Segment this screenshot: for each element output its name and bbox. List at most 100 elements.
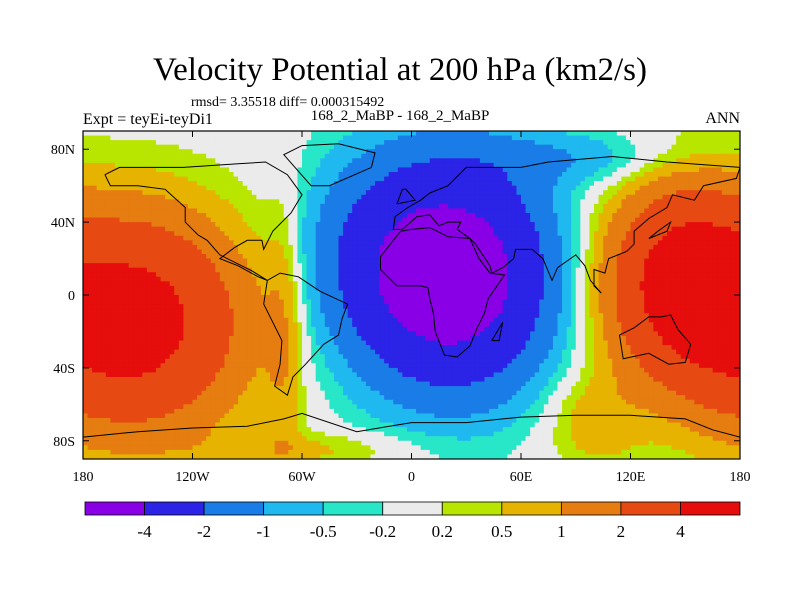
field-cell [315,140,321,146]
field-cell [735,140,740,146]
field-cell [726,244,732,251]
field-cell [215,267,221,273]
field-cell [279,131,285,137]
field-cell [247,258,253,264]
field-cell [151,244,157,251]
field-cell [352,231,358,237]
field-cell [393,276,399,282]
field-cell [685,222,691,228]
field-cell [101,131,107,137]
field-cell [552,272,559,278]
field-cell [502,153,508,159]
field-cell [443,149,449,155]
field-cell [521,263,527,269]
field-cell [201,217,207,223]
field-cell [302,276,308,282]
field-cell [311,240,317,246]
field-cell [489,222,495,228]
field-cell [721,185,727,191]
field-cell [133,281,139,287]
field-cell [461,181,467,187]
field-cell [302,208,308,214]
field-cell [215,167,221,173]
field-cell [265,185,271,191]
field-cell [219,162,226,169]
field-cell [160,144,166,150]
field-cell [379,226,385,232]
field-cell [416,158,422,164]
field-cell [571,172,577,178]
field-cell [329,199,335,205]
field-cell [493,140,499,146]
field-cell [543,235,549,241]
field-cell [475,240,481,246]
field-cell [429,176,435,182]
field-cell [251,276,257,282]
field-cell [708,131,714,137]
field-cell [562,176,568,182]
field-cell [575,226,581,232]
field-cell [612,208,618,214]
field-cell [96,254,102,260]
field-cell [694,272,700,278]
field-cell [548,190,554,196]
field-cell [479,244,486,251]
field-cell [726,258,732,264]
field-cell [187,190,194,196]
field-cell [662,131,668,137]
field-cell [96,140,102,146]
field-cell [452,267,458,273]
field-cell [434,208,440,214]
field-cell [288,208,294,214]
field-cell [397,162,403,169]
field-cell [361,276,367,282]
field-cell [708,149,714,155]
field-cell [283,135,289,141]
field-cell [87,244,93,251]
field-cell [521,190,527,196]
field-cell [735,185,740,191]
field-cell [557,149,563,155]
field-cell [571,240,577,246]
field-cell [589,162,595,169]
field-cell [511,213,518,219]
field-cell [270,222,276,228]
field-cell [644,276,650,282]
field-cell [616,231,622,237]
field-cell [717,176,723,182]
field-cell [114,194,121,200]
field-cell [703,267,709,273]
field-cell [210,172,216,178]
field-cell [621,281,627,287]
field-cell [708,185,714,191]
field-cell [493,222,499,228]
field-cell [662,181,668,187]
field-cell [101,158,107,164]
field-cell [703,162,709,169]
field-cell [698,213,705,219]
field-cell [511,231,518,237]
field-cell [653,254,659,260]
field-cell [197,158,203,164]
field-cell [502,222,508,228]
field-cell [630,199,636,205]
field-cell [274,276,280,282]
field-cell [260,185,267,191]
field-cell [717,167,723,173]
field-cell [667,158,673,164]
field-cell [575,263,581,269]
field-cell [566,144,572,150]
field-cell [183,140,189,146]
field-cell [539,263,545,269]
field-cell [133,254,139,260]
field-cell [603,172,609,178]
field-cell [83,213,89,219]
field-cell [516,194,522,200]
field-cell [562,135,568,141]
field-cell [365,249,372,255]
field-cell [721,231,727,237]
field-cell [539,213,545,219]
field-cell [598,244,604,251]
field-cell [712,199,718,205]
field-cell [229,213,235,219]
